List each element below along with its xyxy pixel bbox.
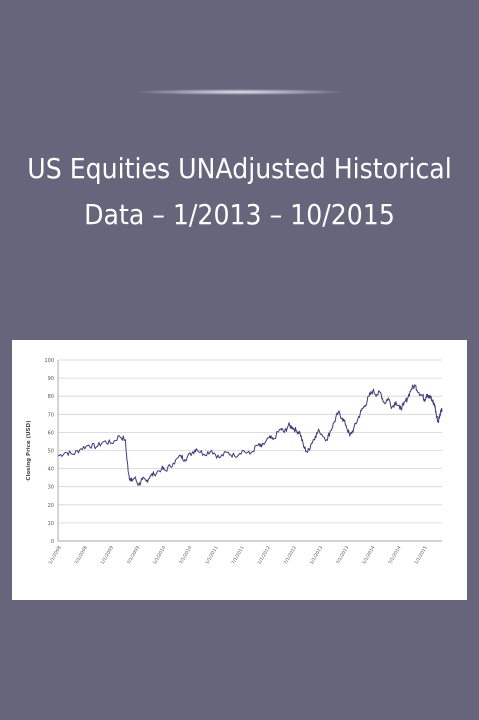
y-tick-label: 0 xyxy=(51,539,54,545)
x-tick-label: 1/1/2015 xyxy=(413,545,428,566)
x-tick-label: 7/1/2009 xyxy=(126,545,141,566)
x-tick-label: 1/1/2012 xyxy=(257,545,272,566)
x-tick-label: 1/1/2009 xyxy=(100,545,115,566)
page-title: US Equities UNAdjusted Historical Data –… xyxy=(24,146,455,238)
y-tick-label: 90 xyxy=(48,376,54,382)
x-tick-label: 7/1/2013 xyxy=(335,545,350,566)
y-tick-label: 80 xyxy=(48,394,54,400)
decorative-divider xyxy=(135,89,345,95)
x-tick-label: 7/1/2012 xyxy=(283,545,298,566)
y-tick-label: 20 xyxy=(48,503,54,509)
y-axis-ticks: 0 10 20 30 40 50 60 70 80 90 100 xyxy=(44,358,54,545)
x-tick-label: 1/1/2011 xyxy=(204,545,219,566)
y-tick-label: 10 xyxy=(48,521,54,527)
title-line-2: Data – 1/2013 – 10/2015 xyxy=(84,198,395,231)
x-tick-label: 1/1/2010 xyxy=(152,545,167,566)
x-tick-label: 1/1/2013 xyxy=(309,545,324,566)
x-tick-label: 1/1/2008 xyxy=(47,545,62,566)
y-tick-label: 40 xyxy=(48,467,54,473)
x-tick-label: 7/1/2011 xyxy=(230,545,245,566)
y-tick-label: 50 xyxy=(48,449,54,455)
x-tick-label: 1/1/2014 xyxy=(361,545,376,566)
x-tick-label: 7/1/2014 xyxy=(387,545,402,566)
y-tick-label: 70 xyxy=(48,412,54,418)
x-tick-label: 7/1/2010 xyxy=(178,545,193,566)
x-tick-label: 7/1/2008 xyxy=(74,545,89,566)
y-axis-label: Closing Price (USD) xyxy=(26,420,32,481)
chart-gridlines xyxy=(57,359,442,542)
y-tick-label: 30 xyxy=(48,485,54,491)
y-tick-label: 60 xyxy=(48,430,54,436)
x-axis-ticks: 1/1/2008 7/1/2008 1/1/2009 7/1/2009 1/1/2010… xyxy=(47,545,428,566)
title-line-1: US Equities UNAdjusted Historical xyxy=(27,152,452,185)
y-tick-label: 100 xyxy=(44,358,54,364)
price-series-line xyxy=(57,384,443,486)
chart-series-layer xyxy=(57,384,443,486)
chart-image: 0 10 20 30 40 50 60 70 80 90 100 1/1/2008 7/1/2008 1… xyxy=(12,340,467,600)
